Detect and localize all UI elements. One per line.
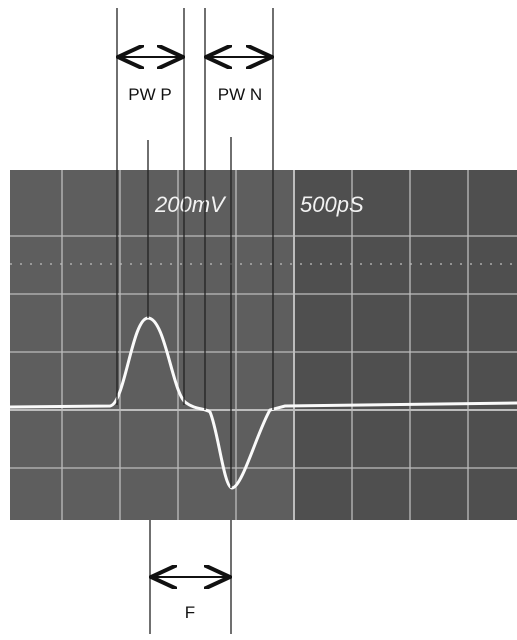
scope-screen: 200mV 500pS — [9, 170, 517, 520]
screen-dark-region — [294, 170, 517, 520]
time-per-div: 500pS — [300, 192, 364, 217]
pw-n-label: PW N — [218, 85, 262, 104]
pw-p-label: PW P — [128, 85, 171, 104]
waveform — [9, 316, 517, 490]
f-label: F — [185, 603, 195, 622]
guide-lines — [116, 8, 274, 634]
arrows — [118, 57, 272, 577]
volts-per-div: 200mV — [154, 192, 227, 217]
graticule — [10, 170, 517, 520]
